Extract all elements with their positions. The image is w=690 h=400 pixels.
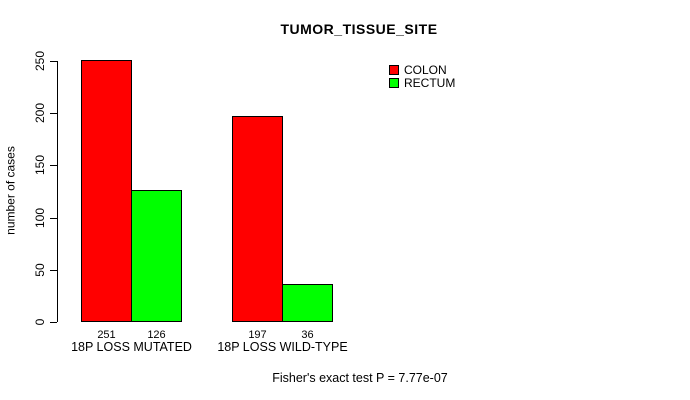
legend-label: RECTUM <box>404 76 456 90</box>
legend-swatch-colon <box>389 65 399 75</box>
category-label: 18P LOSS MUTATED <box>71 340 192 354</box>
y-axis-line <box>57 61 58 322</box>
bar-value-label: 197 <box>248 329 267 341</box>
y-axis-tick-label: 150 <box>33 154 47 176</box>
legend-item: COLON <box>389 64 455 76</box>
y-axis-tick <box>50 113 57 114</box>
y-axis-tick-label: 200 <box>33 102 47 124</box>
y-axis-tick <box>50 165 57 166</box>
bar-value-label: 36 <box>301 329 314 341</box>
bar-rectum <box>131 190 182 322</box>
y-axis-tick-label: 250 <box>33 50 47 72</box>
y-axis-tick <box>50 218 57 219</box>
y-axis-tick <box>50 61 57 62</box>
y-axis-tick-label: 0 <box>33 318 47 326</box>
bar-value-label: 251 <box>97 329 116 341</box>
fisher-test-annotation: Fisher's exact test P = 7.77e-07 <box>272 371 448 385</box>
y-axis-tick-label: 100 <box>33 207 47 229</box>
y-axis-tick-label: 50 <box>33 263 47 277</box>
legend: COLON RECTUM <box>389 64 455 90</box>
bar-colon <box>81 60 132 322</box>
legend-item: RECTUM <box>389 77 455 89</box>
bar-value-label: 126 <box>147 329 166 341</box>
y-axis-tick <box>50 322 57 323</box>
legend-label: COLON <box>404 63 447 77</box>
y-axis-tick <box>50 270 57 271</box>
bar-colon <box>232 116 283 322</box>
category-label: 18P LOSS WILD-TYPE <box>217 340 348 354</box>
chart-title: TUMOR_TISSUE_SITE <box>280 21 438 37</box>
legend-swatch-rectum <box>389 78 399 88</box>
bar-rectum <box>282 284 333 322</box>
y-axis-label: number of cases <box>3 146 18 235</box>
